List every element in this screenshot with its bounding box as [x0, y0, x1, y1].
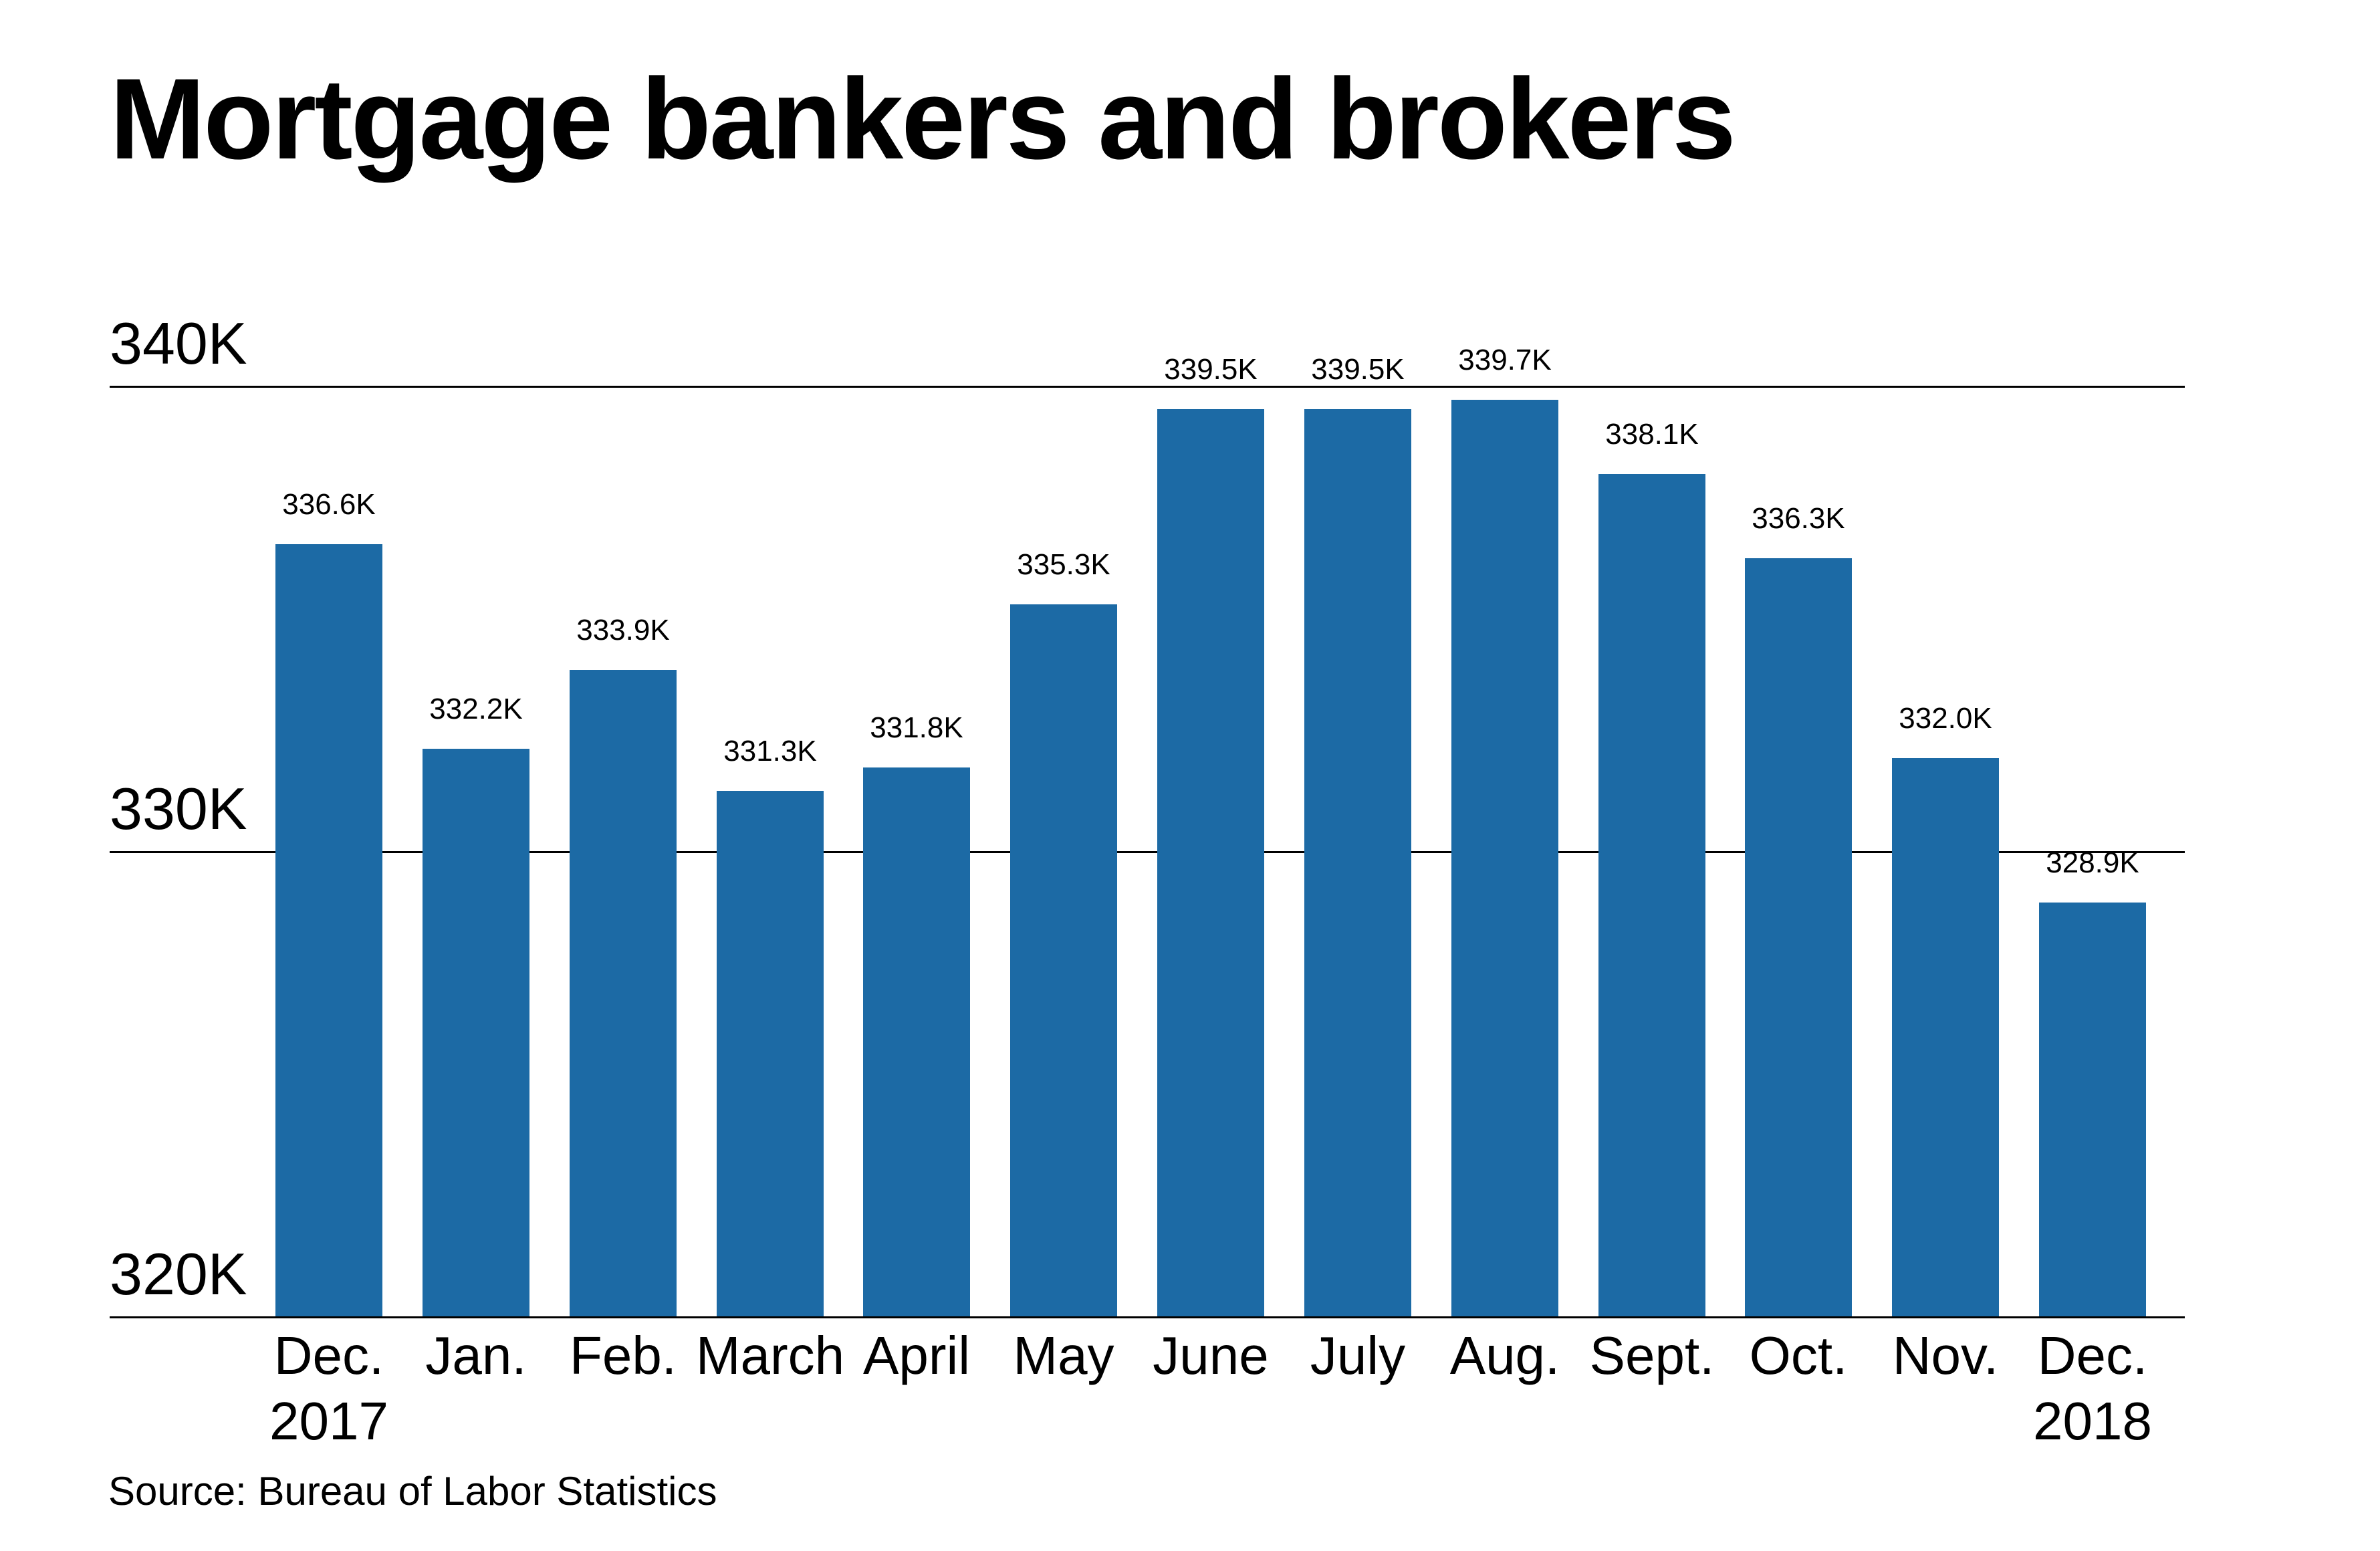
- y-axis-tick-label: 330K: [110, 776, 247, 842]
- bar-Jan: [423, 749, 529, 1316]
- bar-value-label: 335.3K: [1017, 548, 1110, 581]
- x-axis-label: Feb.: [569, 1326, 677, 1385]
- source-note: Source: Bureau of Labor Statistics: [108, 1469, 717, 1514]
- x-axis-label: Dec.: [2037, 1326, 2148, 1385]
- bar-May: [1010, 604, 1117, 1316]
- x-axis-label: Oct.: [1749, 1326, 1848, 1385]
- bar-Dec2017: [275, 544, 382, 1316]
- x-axis-label: July: [1310, 1326, 1406, 1385]
- bar-value-label: 328.9K: [2046, 846, 2139, 879]
- gridline-340K: [110, 386, 2185, 388]
- x-axis-year-label: 2017: [269, 1391, 388, 1451]
- bar-April: [863, 767, 970, 1316]
- bar-Sept: [1598, 474, 1705, 1316]
- bar-June: [1157, 409, 1264, 1316]
- bar-value-label: 331.3K: [723, 735, 817, 767]
- gridline-320K: [110, 1316, 2185, 1318]
- y-axis-tick-label: 340K: [110, 310, 247, 376]
- bar-value-label: 333.9K: [576, 614, 670, 646]
- gridline-330K: [110, 851, 2185, 853]
- x-axis-label: Dec.: [273, 1326, 384, 1385]
- x-axis-label: June: [1153, 1326, 1269, 1385]
- x-axis-label: April: [862, 1326, 971, 1385]
- x-axis-label: Aug.: [1449, 1326, 1560, 1385]
- x-axis-label: Jan.: [425, 1326, 527, 1385]
- bar-July: [1304, 409, 1411, 1316]
- bar-value-label: 332.2K: [429, 693, 523, 725]
- x-axis-label: Sept.: [1589, 1326, 1715, 1385]
- bar-Aug: [1451, 400, 1558, 1316]
- bar-Dec2018: [2039, 903, 2146, 1316]
- bar-value-label: 336.3K: [1752, 502, 1845, 535]
- bar-March: [717, 791, 824, 1316]
- bar-value-label: 331.8K: [870, 711, 963, 744]
- bar-value-label: 338.1K: [1605, 418, 1699, 451]
- y-axis-tick-label: 320K: [110, 1241, 247, 1307]
- bar-value-label: 339.5K: [1311, 353, 1405, 386]
- bar-value-label: 332.0K: [1899, 702, 1992, 735]
- chart-title: Mortgage bankers and brokers: [110, 55, 1736, 183]
- bar-Nov: [1892, 758, 1999, 1316]
- x-axis-label: March: [695, 1326, 845, 1385]
- bar-value-label: 336.6K: [282, 488, 376, 521]
- bar-value-label: 339.5K: [1164, 353, 1258, 386]
- x-axis-label: May: [1013, 1326, 1114, 1385]
- bar-Feb: [570, 670, 677, 1316]
- bar-Oct: [1745, 558, 1852, 1316]
- x-axis-label: Nov.: [1892, 1326, 1999, 1385]
- x-axis-year-label: 2018: [2033, 1391, 2152, 1451]
- bar-value-label: 339.7K: [1458, 344, 1552, 376]
